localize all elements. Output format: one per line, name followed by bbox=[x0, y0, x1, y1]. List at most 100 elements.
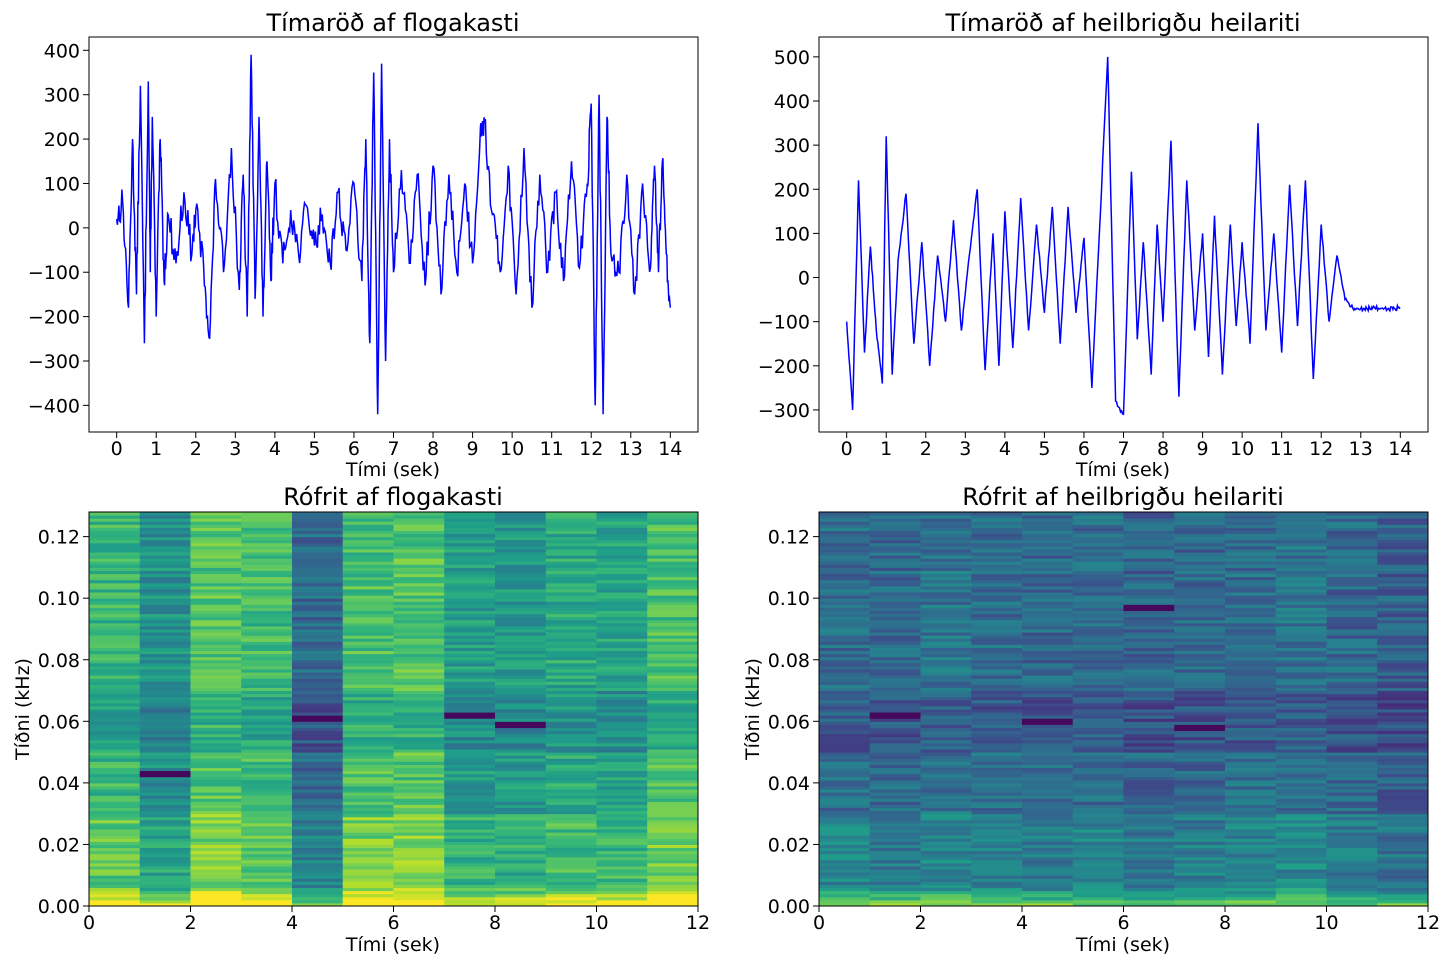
spectrogram-cell bbox=[89, 844, 141, 849]
spectrogram-cell bbox=[89, 724, 141, 728]
spectrogram-cell bbox=[292, 884, 344, 889]
spectrogram-cell bbox=[1022, 665, 1074, 670]
spectrogram-cell bbox=[647, 530, 699, 535]
spectrogram-cell bbox=[190, 712, 242, 716]
spectrogram-cell bbox=[1275, 795, 1327, 799]
spectrogram-cell bbox=[89, 662, 141, 667]
spectrogram-cell bbox=[1377, 773, 1429, 778]
spectrogram-cell bbox=[869, 798, 921, 802]
spectrogram-cell bbox=[444, 727, 496, 732]
spectrogram-cell bbox=[1377, 825, 1429, 830]
spectrogram-cell bbox=[1326, 896, 1378, 901]
spectrogram-cell bbox=[1326, 678, 1378, 682]
spectrogram-cell bbox=[1174, 770, 1226, 775]
spectrogram-cell bbox=[819, 690, 871, 695]
spectrogram-cell bbox=[139, 635, 191, 639]
y-tick-label: 0.10 bbox=[768, 588, 810, 610]
spectrogram-cell bbox=[1022, 616, 1074, 621]
spectrogram-cell bbox=[139, 825, 191, 830]
spectrogram-cell bbox=[819, 567, 871, 571]
spectrogram-cell bbox=[545, 570, 597, 575]
spectrogram-cell bbox=[444, 718, 496, 722]
spectrogram-cell bbox=[1377, 595, 1429, 599]
spectrogram-cell bbox=[647, 869, 699, 873]
spectrogram-cell bbox=[241, 650, 293, 655]
spectrogram-cell bbox=[190, 724, 242, 728]
spectrogram-cell bbox=[920, 776, 972, 781]
spectrogram-cell bbox=[342, 724, 394, 728]
spectrogram-cell bbox=[292, 798, 344, 802]
spectrogram-cell bbox=[393, 548, 445, 553]
spectrogram-cell bbox=[241, 893, 293, 898]
spectrogram-cell bbox=[1275, 761, 1327, 765]
spectrogram-cell bbox=[1022, 773, 1074, 778]
spectrogram-cell bbox=[545, 749, 597, 753]
spectrogram-cell bbox=[1275, 705, 1327, 710]
spectrogram-cell bbox=[1326, 758, 1378, 762]
spectrogram-cell bbox=[342, 749, 394, 753]
spectrogram-cell bbox=[342, 598, 394, 602]
spectrogram-cell bbox=[1022, 749, 1074, 753]
spectrogram-cell bbox=[869, 807, 921, 812]
spectrogram-cell bbox=[596, 884, 648, 889]
spectrogram-cell bbox=[647, 767, 699, 772]
spectrogram-cell bbox=[495, 653, 547, 658]
spectrogram-cell bbox=[1174, 884, 1226, 889]
spectrogram-cell bbox=[920, 625, 972, 630]
spectrogram-cell bbox=[190, 582, 242, 587]
spectrogram-cell bbox=[920, 789, 972, 793]
spectrogram-cell bbox=[495, 770, 547, 775]
spectrogram-cell bbox=[89, 604, 141, 608]
spectrogram-cell bbox=[342, 705, 394, 710]
spectrogram-cell bbox=[1377, 807, 1429, 812]
spectrogram-cell bbox=[596, 785, 648, 790]
spectrogram-cell bbox=[869, 570, 921, 575]
spectrogram-cell bbox=[190, 616, 242, 621]
spectrogram-cell bbox=[139, 838, 191, 842]
spectrogram-cell bbox=[342, 548, 394, 553]
spectrogram-cell bbox=[292, 776, 344, 781]
spectrogram-cell bbox=[1174, 573, 1226, 578]
spectrogram-cell bbox=[495, 715, 547, 719]
spectrogram-cell bbox=[495, 585, 547, 590]
spectrogram-cell bbox=[971, 693, 1023, 698]
spectrogram-cell bbox=[89, 579, 141, 584]
spectrogram-cell bbox=[495, 545, 547, 550]
spectrogram-cell bbox=[869, 598, 921, 602]
spectrogram-cell bbox=[1225, 641, 1277, 645]
spectrogram-cell bbox=[89, 755, 141, 759]
spectrogram-cell bbox=[920, 607, 972, 611]
spectrogram-cell bbox=[869, 585, 921, 590]
spectrogram-cell bbox=[971, 619, 1023, 624]
spectrogram-cell bbox=[971, 539, 1023, 544]
spectrogram-cell bbox=[241, 573, 293, 578]
spectrogram-cell bbox=[596, 579, 648, 584]
spectrogram-cell bbox=[869, 592, 921, 596]
spectrogram-cell bbox=[190, 613, 242, 618]
spectrogram-cell bbox=[1275, 604, 1327, 608]
spectrogram-cell bbox=[545, 622, 597, 627]
spectrogram-cell bbox=[139, 512, 191, 516]
spectrogram-cell bbox=[1326, 832, 1378, 836]
spectrogram-cell bbox=[393, 653, 445, 658]
spectrogram-cell bbox=[292, 638, 344, 642]
spectrogram-cell bbox=[545, 530, 597, 535]
spectrogram-cell bbox=[647, 850, 699, 855]
spectrogram-cell bbox=[1225, 702, 1277, 707]
spectrogram-cell bbox=[1225, 675, 1277, 679]
spectrogram-cell bbox=[1275, 764, 1327, 768]
spectrogram-cell bbox=[1377, 865, 1429, 870]
x-tick-label: 9 bbox=[1197, 438, 1209, 460]
spectrogram-cell bbox=[819, 736, 871, 741]
spectrogram-cell bbox=[596, 856, 648, 861]
spectrogram-cell bbox=[1377, 515, 1429, 519]
spectrogram-cell bbox=[1326, 715, 1378, 719]
spectrogram-cell bbox=[1022, 579, 1074, 584]
spectrogram-cell bbox=[190, 622, 242, 627]
spectrogram-cell bbox=[393, 579, 445, 584]
spectrogram-cell bbox=[869, 825, 921, 830]
spectrogram-cell bbox=[1022, 678, 1074, 682]
spectrogram-cell bbox=[545, 822, 597, 827]
seizure-timeseries-panel: Tímaröð af flogakasti 0 1 2 3 4 5 6 7 8 9 10 11 12 13… bbox=[28, 9, 699, 481]
spectrogram-cell bbox=[190, 804, 242, 808]
